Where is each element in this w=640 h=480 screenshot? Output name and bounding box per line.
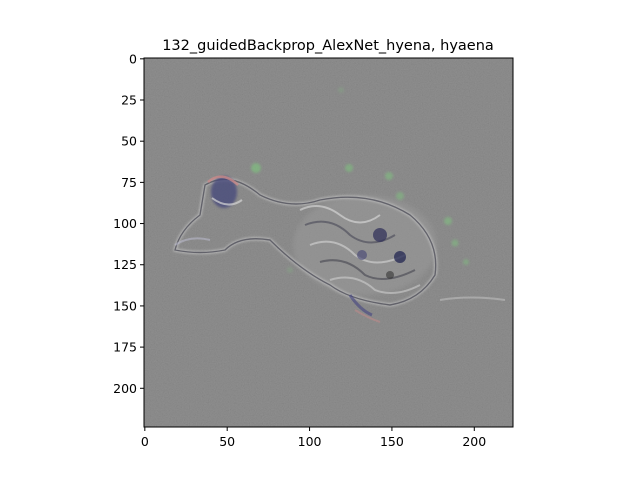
hyena-silhouette xyxy=(173,175,506,323)
figure-title: 132_guidedBackprop_AlexNet_hyena, hyaena xyxy=(162,38,494,54)
y-tick-label: 75 xyxy=(121,175,137,190)
y-tick-label: 125 xyxy=(113,257,137,272)
y-axis-ticks: 0 25 50 75 100 125 150 175 200 xyxy=(113,51,144,396)
y-tick-label: 200 xyxy=(113,381,137,396)
x-axis-ticks: 0 50 100 150 200 xyxy=(141,427,486,449)
y-tick-label: 25 xyxy=(121,93,137,108)
x-tick-label: 200 xyxy=(462,434,486,449)
saliency-image xyxy=(144,58,513,427)
y-tick-label: 100 xyxy=(113,216,137,231)
y-tick-label: 0 xyxy=(129,51,137,66)
axes-frame xyxy=(143,57,514,428)
green-activation-spots xyxy=(251,87,469,273)
x-tick-label: 0 xyxy=(141,434,149,449)
y-tick-label: 175 xyxy=(113,340,137,355)
x-tick-label: 50 xyxy=(219,434,235,449)
x-tick-label: 100 xyxy=(298,434,322,449)
y-tick-label: 150 xyxy=(113,298,137,313)
x-tick-label: 150 xyxy=(380,434,404,449)
y-tick-label: 50 xyxy=(121,134,137,149)
